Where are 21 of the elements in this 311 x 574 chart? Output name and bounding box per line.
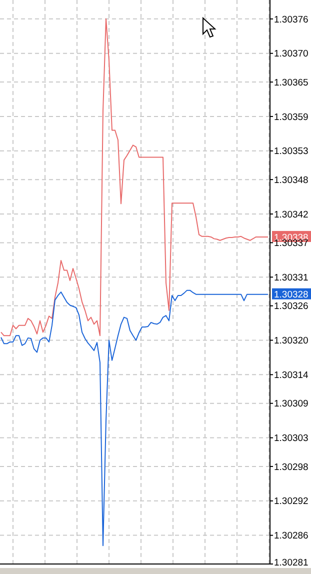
line-series [0, 18, 268, 336]
text: 1.30328 [274, 290, 308, 301]
y-tick-label: 1.30337 [274, 238, 308, 250]
line-series [0, 290, 268, 546]
y-tick-label: 1.30342 [274, 209, 308, 220]
y-tick-label: 1.30286 [274, 530, 308, 542]
y-tick-label: 1.30365 [274, 77, 308, 88]
y-tick-label: 1.30359 [274, 112, 308, 123]
y-tick-label: 1.30292 [274, 496, 308, 508]
y-tick-label: 1.30281 [274, 557, 308, 568]
y-tick-label: 1.30348 [274, 174, 308, 186]
y-tick-label: 1.30353 [274, 146, 308, 158]
y-tick-label: 1.30320 [274, 336, 308, 347]
y-tick-label: 1.30331 [274, 272, 308, 284]
y-tick-label: 1.30376 [274, 14, 308, 26]
y-tick-label: 1.30314 [274, 370, 308, 381]
y-tick-label: 1.30309 [274, 398, 308, 410]
y-tick-label: 1.30370 [274, 48, 308, 60]
y-tick-label: 1.30303 [274, 433, 308, 444]
y-tick-label: 1.30326 [274, 301, 308, 312]
y-tick-label: 1.30298 [274, 462, 308, 473]
